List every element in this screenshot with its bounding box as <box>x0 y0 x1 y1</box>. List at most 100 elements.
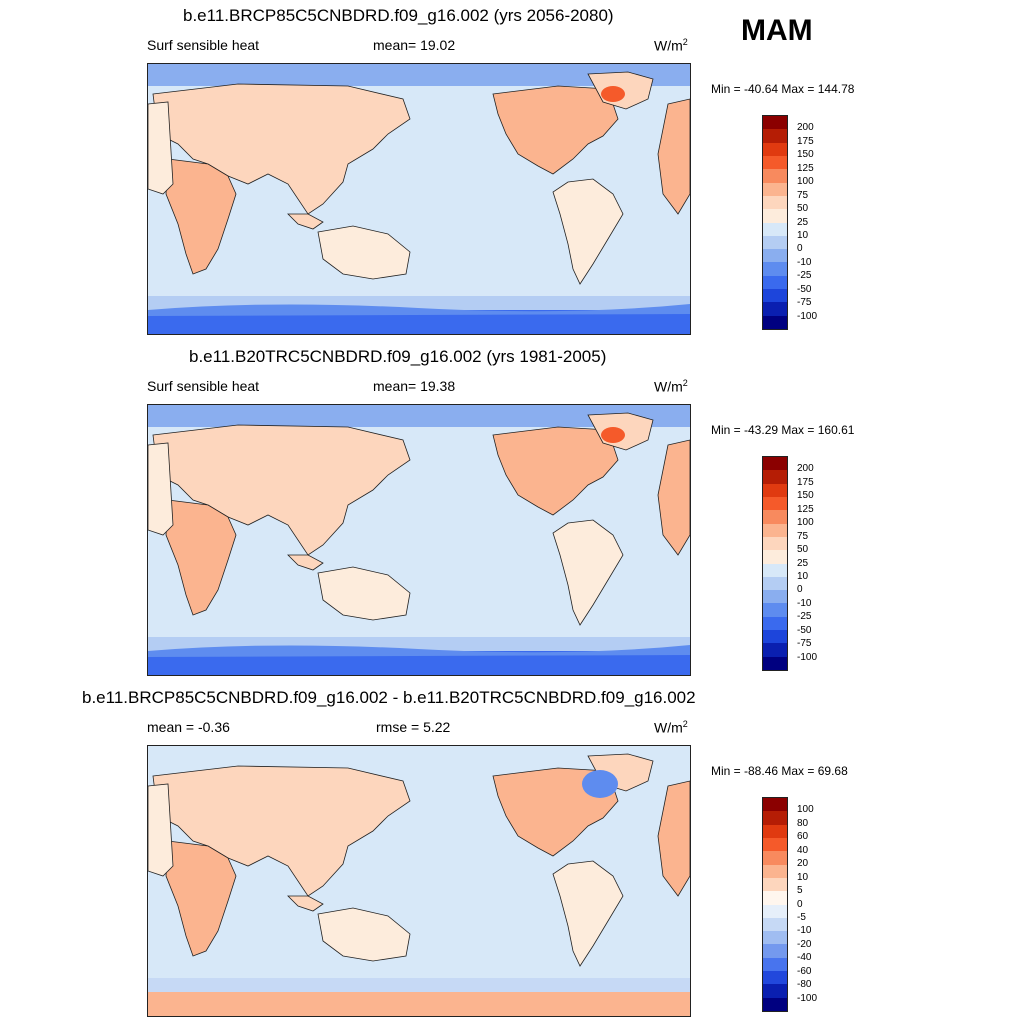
colorbar-swatch <box>763 576 787 591</box>
colorbar-swatch <box>763 824 787 838</box>
colorbar-label: -25 <box>797 611 812 623</box>
panel-difference-minmax: Min = -88.46 Max = 69.68 <box>711 764 848 778</box>
colorbar-swatch <box>763 616 787 631</box>
colorbar-label: -10 <box>797 925 812 937</box>
colorbar-swatch <box>763 209 787 223</box>
colorbar-label: 125 <box>797 503 814 515</box>
colorbar-label: 5 <box>797 885 803 897</box>
colorbar-label: 10 <box>797 229 809 241</box>
colorbar-label: -100 <box>797 310 818 322</box>
colorbar-swatch <box>763 195 787 210</box>
colorbar-swatch <box>763 917 787 932</box>
colorbar-label: 10 <box>797 570 809 582</box>
colorbar-label: -10 <box>797 256 812 268</box>
colorbar-swatch <box>763 851 787 865</box>
colorbar-label: 25 <box>797 216 809 228</box>
colorbar-label: -5 <box>797 911 806 923</box>
colorbar-swatch <box>763 904 787 918</box>
colorbar-difference <box>762 797 788 1012</box>
colorbar-label: -20 <box>797 938 812 950</box>
colorbar-swatch <box>763 142 787 156</box>
panel-historical-title: b.e11.B20TRC5CNBDRD.f09_g16.002 (yrs 198… <box>189 347 607 366</box>
colorbar-label: 150 <box>797 490 814 502</box>
colorbar-swatch <box>763 510 787 524</box>
colorbar-swatch <box>763 997 787 1011</box>
colorbar-label: 60 <box>797 831 809 843</box>
colorbar-swatch <box>763 798 787 812</box>
colorbar-label: 0 <box>797 243 803 255</box>
colorbar-label: -75 <box>797 297 812 309</box>
colorbar-swatch <box>763 550 787 564</box>
colorbar-swatch <box>763 931 787 945</box>
colorbar-label: -50 <box>797 283 812 295</box>
colorbar-swatch <box>763 837 787 852</box>
colorbar-swatch <box>763 315 787 329</box>
colorbar-label: 0 <box>797 584 803 596</box>
colorbar-label: 50 <box>797 544 809 556</box>
colorbar-swatch <box>763 496 787 511</box>
colorbar-swatch <box>763 116 787 130</box>
panel-difference-rmse: rmse = 5.22 <box>376 719 451 735</box>
colorbar-label: 50 <box>797 203 809 215</box>
panel-difference-units: W/m2 <box>654 719 688 736</box>
panel-future-units: W/m2 <box>654 37 688 54</box>
panel-future-mean: mean= 19.02 <box>373 37 456 53</box>
colorbar-swatch <box>763 630 787 644</box>
colorbar-swatch <box>763 643 787 657</box>
colorbar-swatch <box>763 523 787 537</box>
panel-difference-title: b.e11.BRCP85C5CNBDRD.f09_g16.002 - b.e11… <box>82 688 696 707</box>
colorbar-swatch <box>763 957 787 972</box>
colorbar-label: -75 <box>797 638 812 650</box>
colorbar-label: 125 <box>797 162 814 174</box>
colorbar-swatch <box>763 222 787 236</box>
colorbar-swatch <box>763 275 787 290</box>
colorbar-swatch <box>763 470 787 484</box>
colorbar-swatch <box>763 971 787 985</box>
colorbar-label: -25 <box>797 270 812 282</box>
colorbar-swatch <box>763 811 787 825</box>
colorbar-label: 100 <box>797 176 814 188</box>
colorbar-swatch <box>763 457 787 471</box>
colorbar-label: -60 <box>797 965 812 977</box>
colorbar-label: -100 <box>797 992 818 1004</box>
colorbar-label: 20 <box>797 858 809 870</box>
colorbar-label: 200 <box>797 122 814 134</box>
colorbar-label: 0 <box>797 898 803 910</box>
colorbar-swatch <box>763 169 787 183</box>
colorbar-swatch <box>763 891 787 905</box>
colorbar-swatch <box>763 262 787 276</box>
map-future <box>147 63 691 335</box>
colorbar-future <box>762 115 788 330</box>
colorbar-label: 25 <box>797 557 809 569</box>
colorbar-label: 75 <box>797 189 809 201</box>
map-difference <box>147 745 691 1017</box>
colorbar-swatch <box>763 182 787 196</box>
colorbar-label: 150 <box>797 149 814 161</box>
colorbar-swatch <box>763 536 787 551</box>
colorbar-swatch <box>763 289 787 303</box>
colorbar-swatch <box>763 603 787 617</box>
colorbar-label: 10 <box>797 871 809 883</box>
panel-historical-variable: Surf sensible heat <box>147 378 260 394</box>
colorbar-label: -40 <box>797 952 812 964</box>
colorbar-label: 100 <box>797 517 814 529</box>
colorbar-label: -80 <box>797 979 812 991</box>
colorbar-label: 175 <box>797 135 814 147</box>
panel-future-title: b.e11.BRCP85C5CNBDRD.f09_g16.002 (yrs 20… <box>183 6 614 25</box>
colorbar-swatch <box>763 129 787 143</box>
map-historical <box>147 404 691 676</box>
colorbar-swatch <box>763 483 787 497</box>
colorbar-label: 100 <box>797 804 814 816</box>
panel-difference-mean: mean = -0.36 <box>147 719 230 735</box>
colorbar-label: 175 <box>797 476 814 488</box>
colorbar-label: -10 <box>797 597 812 609</box>
colorbar-label: 75 <box>797 530 809 542</box>
panel-future-minmax: Min = -40.64 Max = 144.78 <box>711 82 855 96</box>
colorbar-label: -100 <box>797 651 818 663</box>
colorbar-swatch <box>763 656 787 670</box>
colorbar-swatch <box>763 877 787 892</box>
panel-historical-mean: mean= 19.38 <box>373 378 456 394</box>
colorbar-label: -50 <box>797 624 812 636</box>
colorbar-swatch <box>763 984 787 998</box>
panel-future-variable: Surf sensible heat <box>147 37 260 53</box>
